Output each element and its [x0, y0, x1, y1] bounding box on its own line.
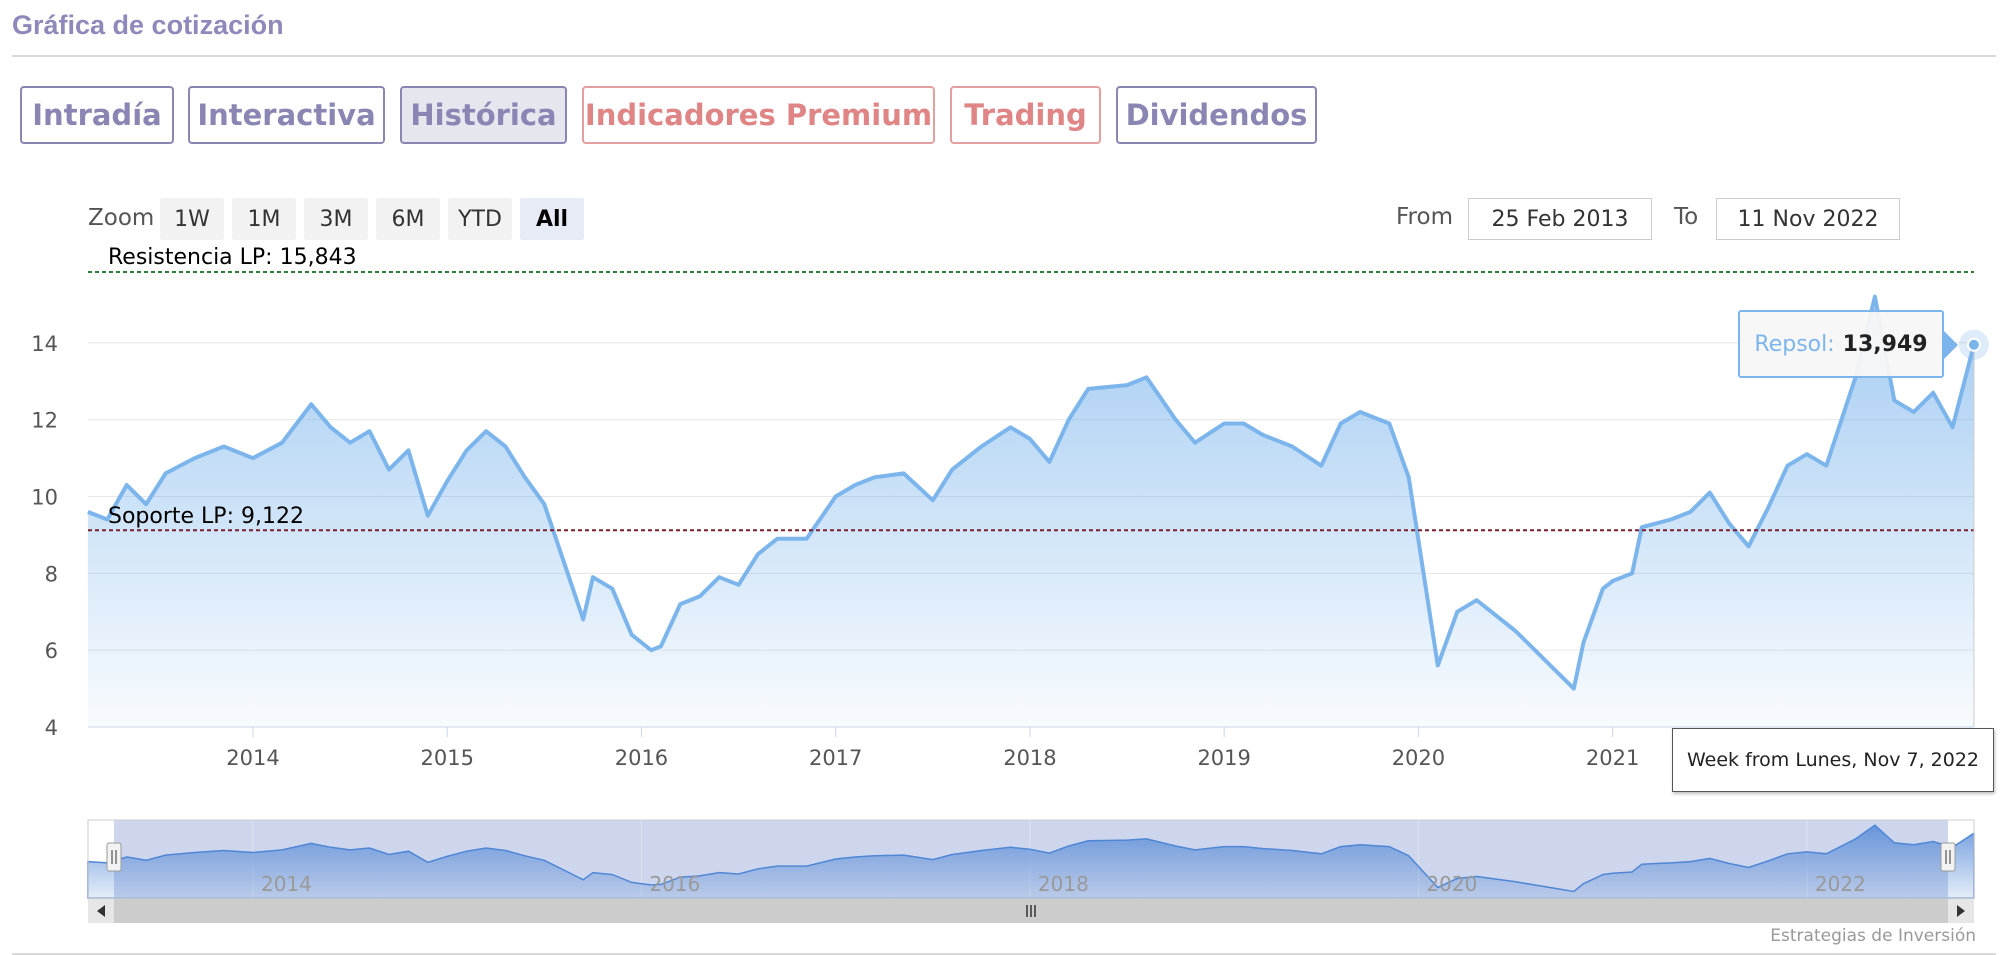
- navigator[interactable]: 2014 2016 2018 2020 2022: [87, 819, 1975, 923]
- navigator-outline: [87, 819, 1975, 899]
- scroll-left-arrow-icon: [97, 905, 105, 917]
- zoom-all-button[interactable]: All: [520, 198, 584, 240]
- tab-trading[interactable]: Trading: [950, 86, 1101, 144]
- hover-point: [1966, 337, 1981, 352]
- zoom-ytd-button[interactable]: YTD: [448, 198, 512, 240]
- tooltip-series-name: Repsol: [1754, 331, 1828, 357]
- y-tick-label: 14: [31, 332, 58, 356]
- credits[interactable]: Estrategias de Inversión: [1770, 926, 1976, 946]
- to-label: To: [1674, 204, 1699, 230]
- tooltip-colon: :: [1827, 331, 1835, 357]
- y-tick-label: 12: [31, 409, 58, 433]
- from-date-input[interactable]: 25 Feb 2013: [1468, 198, 1652, 240]
- navigator-handle: [106, 842, 122, 872]
- x-tick-label: 2021: [1586, 746, 1639, 770]
- tab-dividendos[interactable]: Dividendos: [1116, 86, 1317, 144]
- zoom-1w-button[interactable]: 1W: [160, 198, 224, 240]
- y-tick-label: 10: [31, 485, 58, 509]
- x-tick-label: 2018: [1003, 746, 1056, 770]
- x-axis-tooltip: Week from Lunes, Nov 7, 2022: [1672, 728, 1994, 792]
- series-line: [87, 294, 1976, 691]
- x-tick-label: 2020: [1392, 746, 1445, 770]
- series-area: [87, 294, 1976, 727]
- x-tick-label: 2019: [1197, 746, 1250, 770]
- y-tick-label: 8: [45, 562, 58, 586]
- bottom-divider: [12, 953, 1996, 955]
- x-tick-label: 2014: [226, 746, 279, 770]
- x-tick-label: 2015: [420, 746, 473, 770]
- tab-intradia[interactable]: Intradía: [20, 86, 174, 144]
- navigator-tick-label: 2014: [261, 872, 312, 896]
- support-label: Soporte LP: 9,122: [108, 504, 304, 529]
- navigator-tick-label: 2018: [1038, 872, 1089, 896]
- to-date-input[interactable]: 11 Nov 2022: [1716, 198, 1900, 240]
- navigator-series: [87, 824, 1975, 899]
- tooltip-pointer: [1943, 330, 1958, 360]
- series-tooltip: Repsol: 13,949: [1738, 310, 1944, 378]
- navigator-tick-label: 2022: [1815, 872, 1866, 896]
- zoom-3m-button[interactable]: 3M: [304, 198, 368, 240]
- y-tick-label: 4: [45, 716, 58, 740]
- tab-interactiva[interactable]: Interactiva: [188, 86, 385, 144]
- series-area-fill: [87, 296, 1974, 727]
- navigator-handle: [1940, 842, 1956, 872]
- tooltip-value: 13,949: [1842, 331, 1928, 357]
- tab-historica[interactable]: Histórica: [400, 86, 567, 144]
- reference-lines: Resistencia LP: 15,843 Soporte LP: 9,122: [88, 245, 1974, 532]
- scroll-right-arrow-icon: [1957, 905, 1965, 917]
- tab-indicadores-premium[interactable]: Indicadores Premium: [582, 86, 935, 144]
- zoom-6m-button[interactable]: 6M: [376, 198, 440, 240]
- hover-marker: [1958, 329, 1989, 727]
- zoom-label: Zoom: [88, 205, 155, 231]
- navigator-tick-label: 2016: [649, 872, 700, 896]
- page-title: Gráfica de cotización: [12, 10, 284, 40]
- resistance-label: Resistencia LP: 15,843: [108, 245, 357, 270]
- navigator-tick-label: 2020: [1426, 872, 1477, 896]
- from-label: From: [1396, 204, 1453, 230]
- y-axis: 4 6 8 10 12 14: [31, 332, 58, 740]
- x-tick-label: 2017: [809, 746, 862, 770]
- x-tick-label: 2016: [615, 746, 668, 770]
- zoom-1m-button[interactable]: 1M: [232, 198, 296, 240]
- title-divider: [12, 55, 1996, 57]
- y-tick-label: 6: [45, 639, 58, 663]
- x-axis: 2014 2015 2016 2017 2018 2019 2020 2021: [226, 727, 1639, 770]
